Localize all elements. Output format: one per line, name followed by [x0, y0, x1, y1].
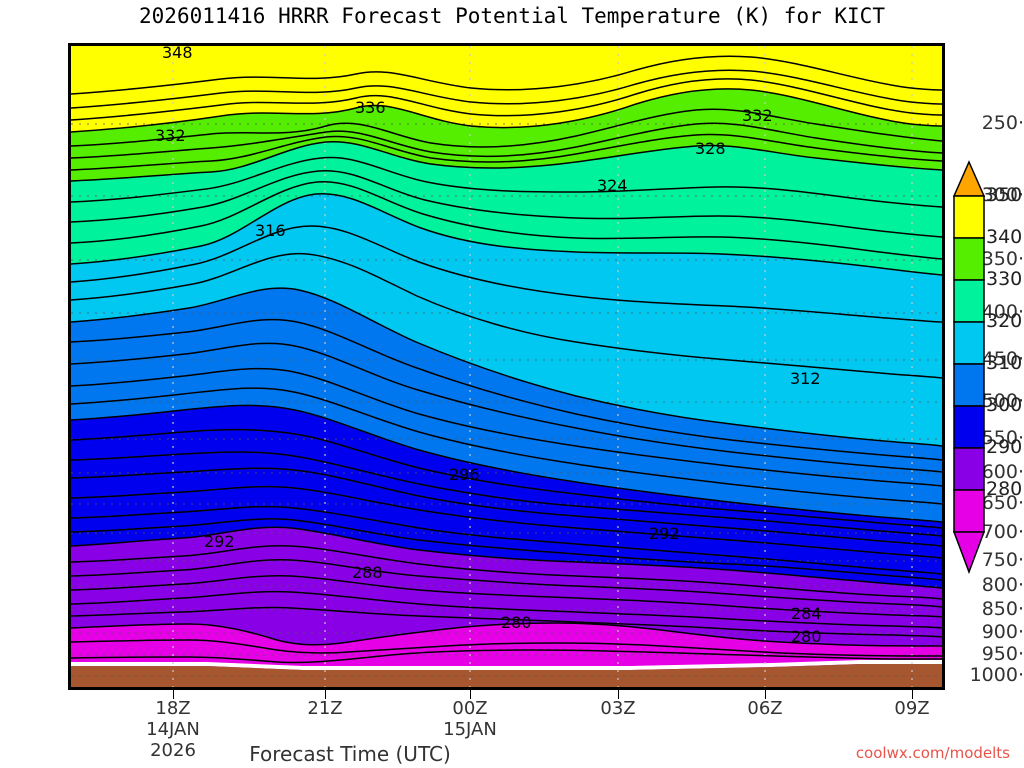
- contour-label: 328: [695, 139, 726, 158]
- colorbar-band-300: [953, 405, 985, 449]
- colorbar-band-280: [953, 489, 985, 533]
- colorbar-label-290: 290: [986, 436, 1023, 458]
- y-axis-tick-750: 750·: [981, 549, 1024, 571]
- contour-label: 292: [204, 532, 235, 551]
- colorbar: 350 340 330 320 310 300 290 280: [950, 160, 1024, 575]
- colorbar-label-280: 280: [986, 478, 1023, 500]
- contour-label: 332: [155, 126, 186, 145]
- colorbar-band-310: [953, 363, 985, 407]
- x-axis-tickmark: [912, 690, 913, 699]
- x-axis-title: Forecast Time (UTC): [249, 742, 451, 766]
- contour-label: 284: [791, 604, 822, 623]
- colorbar-label-310: 310: [986, 352, 1023, 374]
- contour-label: 316: [255, 221, 286, 240]
- colorbar-label-330: 330: [986, 268, 1023, 290]
- colorbar-svg: [952, 160, 986, 575]
- x-axis-tick-18Z: 18Z 14JAN 2026: [146, 698, 200, 761]
- y-axis-tick-500: 500·: [981, 390, 1024, 412]
- colorbar-label-340: 340: [986, 226, 1023, 248]
- x-axis-tick-06Z: 06Z: [747, 698, 783, 719]
- y-axis-tick-450: 450·: [981, 348, 1024, 370]
- colorbar-label-320: 320: [986, 310, 1023, 332]
- y-axis-tick-800: 800·: [981, 574, 1024, 596]
- x-axis-tickmark: [765, 690, 766, 699]
- y-axis-tick-600: 600·: [981, 461, 1024, 483]
- y-axis-tick-400: 400·: [981, 301, 1024, 323]
- contour-label: 288: [352, 563, 383, 582]
- contour-label: 348: [162, 43, 193, 62]
- contour-label: 280: [791, 627, 822, 646]
- y-axis-tick-650: 650·: [981, 492, 1024, 514]
- y-axis-tick-900: 900·: [981, 621, 1024, 643]
- y-axis-tick-950: 950·: [981, 643, 1024, 665]
- colorbar-bottom-arrow: [952, 531, 986, 575]
- filled-contour-bands: [71, 46, 942, 687]
- y-axis-tick-250: 250·: [981, 112, 1024, 134]
- x-axis-tickmark: [618, 690, 619, 699]
- contour-label: 336: [355, 98, 386, 117]
- colorbar-band-330: [953, 279, 985, 323]
- contour-label: 296: [449, 465, 480, 484]
- y-axis-tick-1000: 1000·: [969, 664, 1024, 686]
- x-axis-tickmark: [325, 690, 326, 699]
- y-axis-tick-550: 550·: [981, 427, 1024, 449]
- colorbar-band-290: [953, 447, 985, 491]
- x-axis-tick-03Z: 03Z: [600, 698, 636, 719]
- y-axis-tick-350: 350·: [981, 248, 1024, 270]
- colorbar-label-350: 350: [986, 184, 1023, 206]
- contour-label: 312: [790, 369, 821, 388]
- colorbar-band-320: [953, 321, 985, 365]
- contour-label: 280: [501, 613, 532, 632]
- y-axis-tick-700: 700·: [981, 521, 1024, 543]
- x-axis-tickmark: [470, 690, 471, 699]
- x-axis-tick-09Z: 09Z: [894, 698, 930, 719]
- page-title: 2026011416 HRRR Forecast Potential Tempe…: [139, 4, 885, 28]
- contour-label: 324: [597, 176, 628, 195]
- chart-plot-area: 348 336 332 332 328 324 316 312 296 292 292 288 280 2…: [68, 43, 945, 690]
- x-axis-tick-00Z: 00Z 15JAN: [443, 698, 497, 740]
- vertical-gridlines: [172, 46, 913, 687]
- y-axis-tick-850: 850·: [981, 598, 1024, 620]
- contour-lines: [71, 55, 942, 664]
- attribution-link[interactable]: coolwx.com/modelts: [855, 744, 1010, 762]
- colorbar-label-300: 300: [986, 394, 1023, 416]
- colorbar-top-arrow: [952, 160, 986, 197]
- x-axis-tick-21Z: 21Z: [307, 698, 343, 719]
- contour-label: 332: [742, 106, 773, 125]
- contour-label: 292: [649, 524, 680, 543]
- colorbar-band-340: [953, 237, 985, 281]
- contour-fill-svg: [71, 46, 942, 687]
- colorbar-bands: [952, 160, 986, 575]
- x-axis-tickmark: [173, 690, 174, 699]
- colorbar-band-350: [953, 195, 985, 239]
- y-axis-tick-300: 300·: [981, 184, 1024, 206]
